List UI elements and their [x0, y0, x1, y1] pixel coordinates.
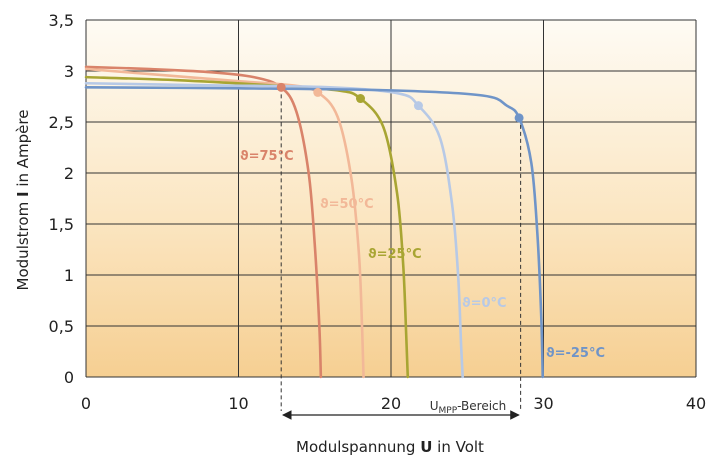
mpp-point: [514, 113, 524, 123]
x-tick-label: 20: [381, 394, 401, 413]
y-tick-label: 3: [64, 62, 74, 81]
series-line: [84, 65, 323, 379]
x-axis-title: Modulspannung U in Volt: [296, 438, 484, 456]
mpp-point: [413, 101, 423, 111]
y-tick-labels: 0 0,5 1 1,5 2 2,5 3 3,5: [49, 11, 74, 387]
series-label: ϑ=75°C: [240, 149, 294, 164]
grid: [85, 19, 697, 378]
y-tick-label: 0: [64, 368, 74, 387]
series-label: ϑ=50°C: [320, 197, 374, 212]
x-tick-label: 10: [228, 394, 248, 413]
y-tick-label: 3,5: [49, 11, 74, 30]
y-tick-label: 1,5: [49, 215, 74, 234]
x-tick-label: 0: [81, 394, 91, 413]
mpp-points: [276, 82, 524, 123]
mpp-point: [356, 94, 365, 104]
mpp-guides: [280, 87, 522, 420]
x-axis-symbol: U: [420, 438, 432, 456]
x-tick-labels: 0 10 20 30 40: [81, 394, 706, 413]
mpp-range-label: UMPP-Bereich: [430, 399, 507, 416]
series-line: [84, 86, 545, 379]
series-labels: ϑ=75°C ϑ=50°C ϑ=25°C ϑ=0°C ϑ=-25°C: [240, 149, 605, 361]
series-line: [84, 75, 410, 379]
y-tick-label: 0,5: [49, 317, 74, 336]
y-tick-label: 2: [64, 164, 74, 183]
x-tick-label: 40: [686, 394, 706, 413]
mpp-point: [313, 87, 323, 97]
y-axis-title: Modulstrom I in Ampère: [14, 110, 32, 291]
x-tick-label: 30: [533, 394, 553, 413]
series-label: ϑ=-25°C: [546, 346, 605, 361]
series-label: ϑ=0°C: [462, 296, 507, 311]
y-axis-symbol: I: [14, 191, 32, 197]
mpp-point: [276, 82, 286, 92]
series-line: [84, 67, 365, 379]
series-label: ϑ=25°C: [368, 247, 422, 262]
y-tick-label: 2,5: [49, 113, 74, 132]
y-tick-label: 1: [64, 266, 74, 285]
